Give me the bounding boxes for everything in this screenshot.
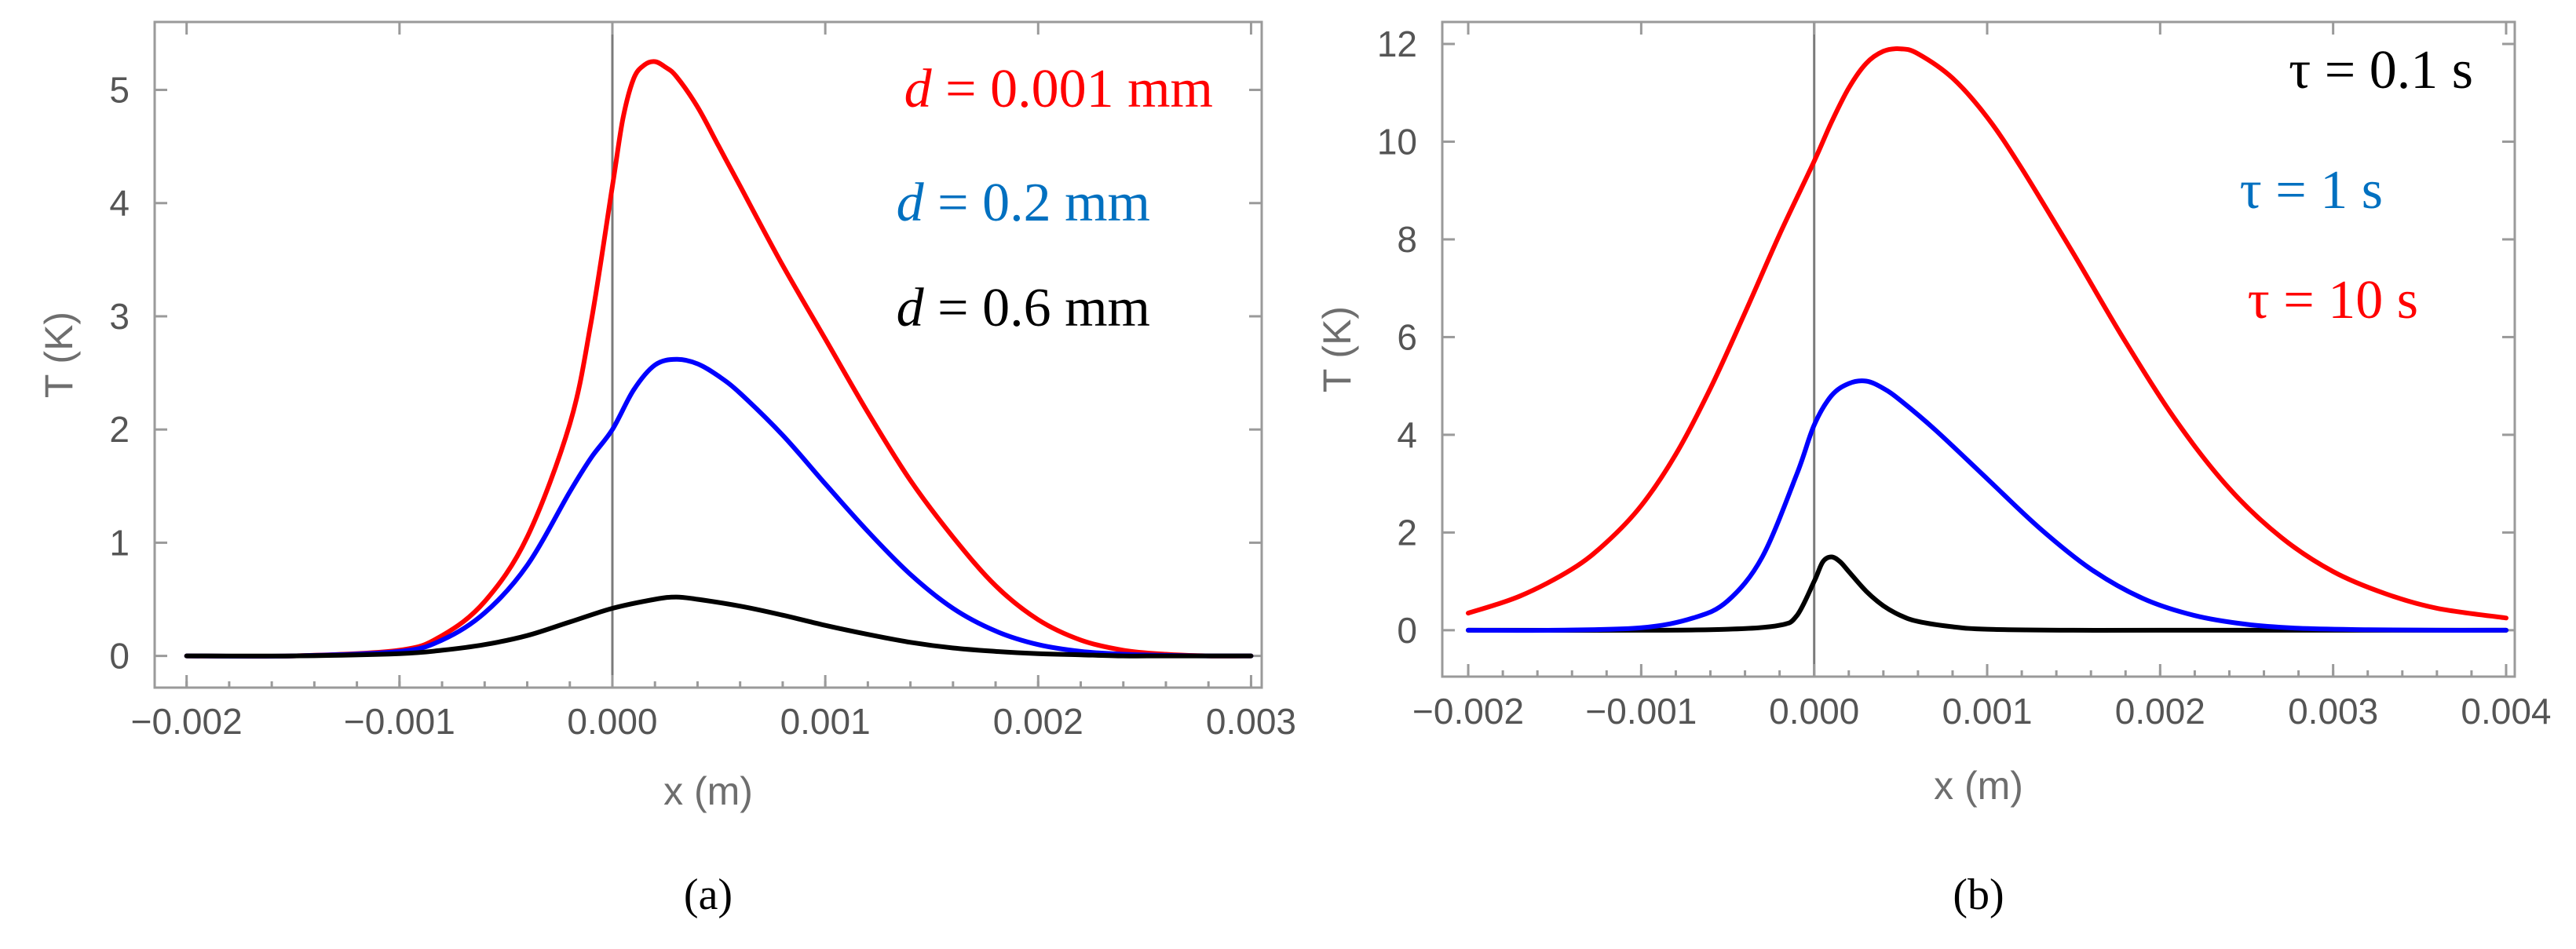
panel-b-legend-2-text: = 1 s — [2262, 160, 2383, 221]
y-tick-label: 4 — [1397, 414, 1417, 455]
y-tick-label: 0 — [1397, 610, 1417, 651]
panel-a: −0.002 −0.001 0.000 0.001 0.002 0.003 0 1 2 3 4 5 T… — [37, 20, 1296, 919]
panel-b-series-2-line — [1466, 378, 2508, 633]
panel-a-legend-1-text: = 0.001 mm — [932, 59, 1213, 119]
panel-a-series — [184, 59, 1254, 659]
x-tick-label: 0.003 — [1206, 701, 1296, 742]
panel-a-ticks: −0.002 −0.001 0.000 0.001 0.002 0.003 0 1 2 3 4 5 — [109, 22, 1296, 742]
panel-a-legend-1-var: d — [904, 59, 933, 119]
x-tick-label: 0.002 — [993, 701, 1083, 742]
y-tick-label: 6 — [1397, 316, 1417, 357]
panel-b-legend-3-var: τ — [2248, 270, 2270, 330]
panel-a-legend-2: d = 0.2 mm — [897, 173, 1150, 233]
y-tick-label: 0 — [109, 636, 130, 677]
x-tick-label: −0.001 — [1585, 691, 1697, 732]
panel-b-legend-3-text: = 10 s — [2270, 270, 2418, 330]
y-tick-label: 8 — [1397, 219, 1417, 260]
panel-b-legend-1: τ = 0.1 s — [2289, 40, 2473, 100]
y-tick-label: 5 — [109, 70, 130, 111]
panel-a-plot-frame — [153, 20, 1263, 689]
y-tick-label: 4 — [109, 183, 130, 224]
x-tick-label: −0.002 — [131, 701, 243, 742]
panel-b-caption: (b) — [1953, 871, 2004, 919]
panel-b-series — [1466, 46, 2508, 633]
panel-a-legend-3-var: d — [897, 278, 925, 338]
panel-a-series-3-line — [184, 594, 1254, 659]
panel-b-series-3-line — [1466, 46, 2508, 621]
panel-b-series-1-line — [1466, 554, 2508, 633]
x-tick-label: −0.002 — [1412, 691, 1524, 732]
x-tick-label: 0.000 — [1769, 691, 1859, 732]
panel-a-series-2-line — [184, 356, 1254, 659]
panel-a-legend-3: d = 0.6 mm — [897, 278, 1150, 338]
y-tick-label: 3 — [109, 296, 130, 337]
x-tick-label: 0.003 — [2288, 691, 2378, 732]
y-tick-label: 12 — [1377, 24, 1417, 64]
panel-a-legend-3-text: = 0.6 mm — [924, 278, 1150, 338]
x-tick-label: 0.001 — [1942, 691, 2032, 732]
x-tick-label: −0.001 — [344, 701, 455, 742]
panel-a-legend-2-text: = 0.2 mm — [924, 173, 1150, 233]
panel-b-ticks: −0.002 −0.001 0.000 0.001 0.002 0.003 0.004 0 2 4… — [1377, 22, 2552, 732]
y-tick-label: 1 — [109, 522, 130, 563]
y-tick-label: 2 — [1397, 512, 1417, 553]
x-tick-label: 0.004 — [2461, 691, 2551, 732]
panel-b-xlabel: x (m) — [1934, 764, 2023, 808]
panel-a-xlabel: x (m) — [663, 769, 753, 813]
panel-b-legend-1-text: = 0.1 s — [2311, 40, 2473, 100]
x-tick-label: 0.000 — [567, 701, 657, 742]
panel-b-legend-2-var: τ — [2240, 160, 2262, 221]
panel-b-legend-2: τ = 1 s — [2240, 160, 2383, 221]
panel-b-plot-frame — [1441, 20, 2516, 678]
x-tick-label: 0.001 — [780, 701, 871, 742]
y-tick-label: 2 — [109, 409, 130, 450]
panel-a-caption: (a) — [684, 871, 733, 919]
panel-a-legend-2-var: d — [897, 173, 925, 233]
x-tick-label: 0.002 — [2115, 691, 2205, 732]
panel-b: −0.002 −0.001 0.000 0.001 0.002 0.003 0.004 0 2 4… — [1315, 20, 2552, 919]
panel-b-ylabel: T (K) — [1315, 306, 1359, 392]
panel-b-legend-1-var: τ — [2289, 40, 2311, 100]
y-tick-label: 10 — [1377, 121, 1417, 162]
panel-b-legend-3: τ = 10 s — [2248, 270, 2418, 330]
panel-a-series-1-line — [184, 59, 1254, 659]
panel-a-ylabel: T (K) — [37, 312, 81, 398]
panel-a-legend-1: d = 0.001 mm — [904, 59, 1213, 119]
